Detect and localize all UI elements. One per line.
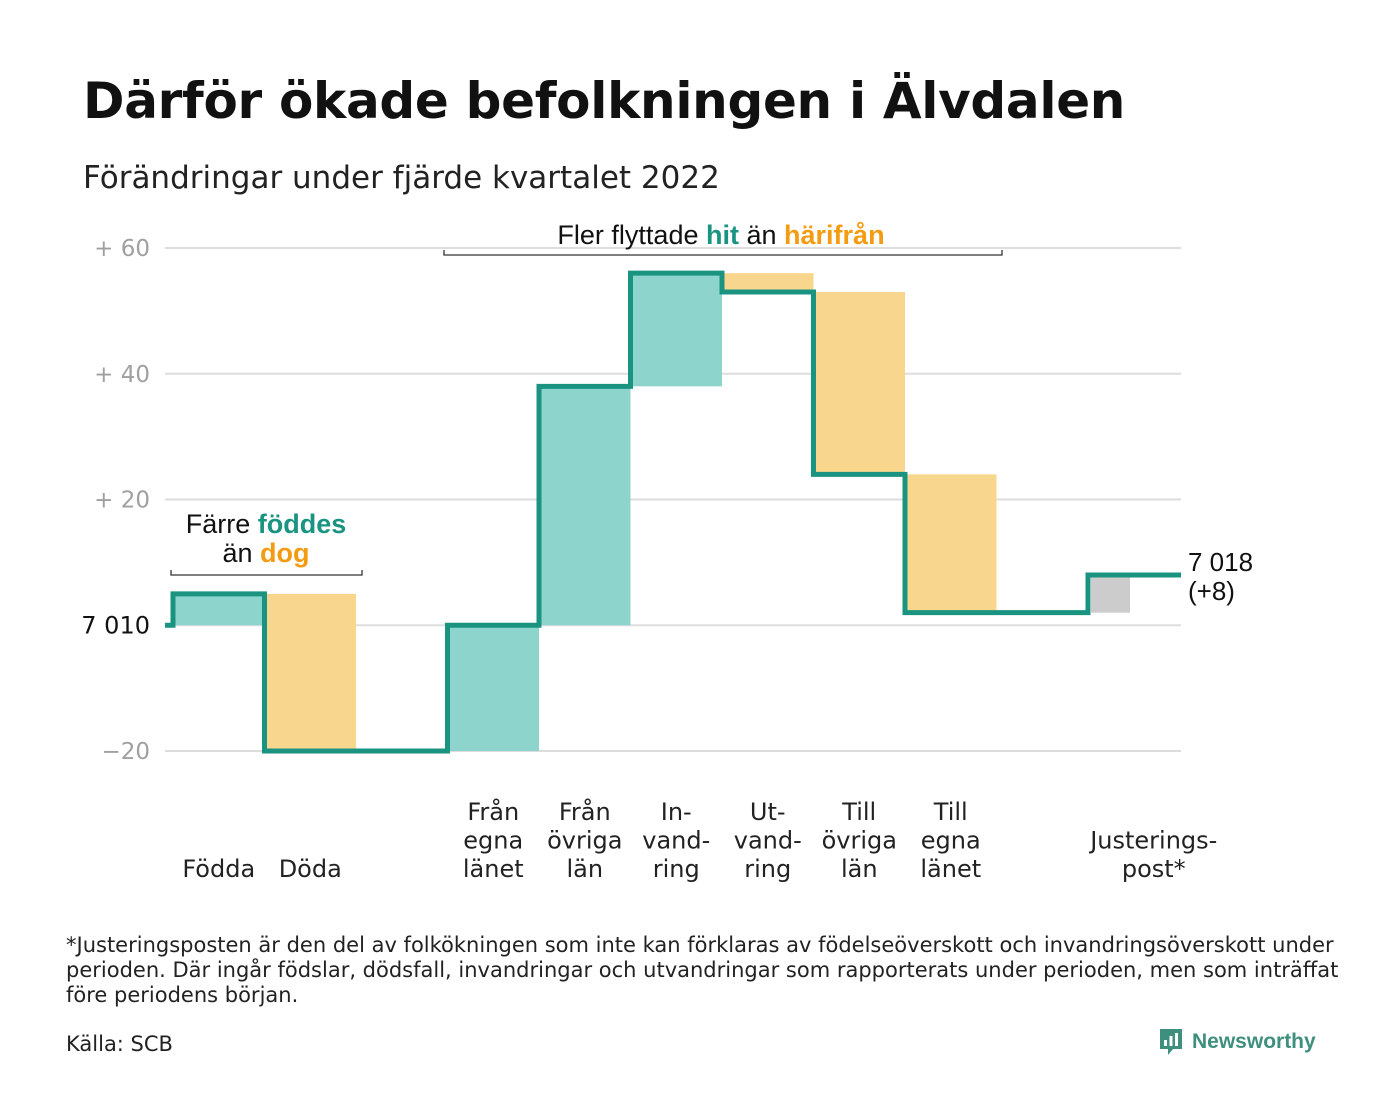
bar-increase	[539, 386, 631, 626]
x-tick-label: Döda	[279, 855, 342, 883]
bar-decrease	[264, 593, 356, 751]
x-tick-label: länet	[463, 855, 524, 883]
annotation-bracket	[170, 570, 363, 576]
bar-decrease	[905, 474, 997, 613]
chart-subtitle: Förändringar under fjärde kvartalet 2022	[83, 160, 720, 196]
annotation-bracket	[443, 250, 1003, 256]
baseline-label: 7 010	[81, 611, 150, 639]
bar-decrease	[813, 292, 905, 475]
y-tick-label: + 40	[94, 362, 150, 388]
chart-title: Därför ökade befolkningen i Älvdalen	[83, 72, 1126, 130]
annotation-highlight-orange: härifrån	[784, 220, 885, 250]
bar-increase	[630, 273, 722, 387]
annotation-text: Färre	[186, 509, 258, 539]
x-tick-label: länet	[920, 855, 981, 883]
x-tick-label: egna	[463, 827, 523, 855]
x-tick-label: Till	[841, 798, 876, 826]
x-tick-label: Ut-	[750, 798, 786, 826]
y-tick-label: + 60	[94, 236, 150, 262]
x-tick-label: Till	[933, 798, 968, 826]
annotation-highlight-orange: dog	[260, 538, 309, 568]
x-tick-label: egna	[921, 827, 981, 855]
annotation-highlight-green: föddes	[258, 509, 347, 539]
annotation-births-line2: än dog	[222, 538, 309, 568]
annotation-highlight-green: hit	[706, 220, 739, 250]
end-value-label: 7 018	[1188, 547, 1253, 577]
x-tick-label: vand-	[642, 827, 710, 855]
newsworthy-logo-icon	[1160, 1029, 1182, 1055]
y-tick-label: + 20	[94, 488, 150, 514]
annotation-text: än	[739, 220, 784, 250]
x-tick-label: ring	[744, 855, 791, 883]
bar-increase	[447, 625, 539, 751]
x-tick-label: Justerings-	[1088, 827, 1217, 855]
y-tick-label: −20	[101, 739, 150, 765]
x-tick-label: län	[841, 855, 878, 883]
x-tick-label: Från	[559, 797, 611, 826]
x-tick-label: vand-	[734, 827, 802, 855]
end-change-label: (+8)	[1188, 576, 1235, 606]
x-tick-label: post*	[1122, 855, 1186, 883]
footnote: *Justeringsposten är den del av folkökni…	[66, 933, 1339, 1007]
annotation-text: Fler flyttade	[557, 220, 706, 250]
x-tick-label: ring	[653, 855, 700, 883]
series-line	[165, 270, 1181, 754]
x-tick-label: län	[566, 855, 603, 883]
annotation-text: än	[222, 538, 260, 568]
bar-adjustment	[1091, 574, 1130, 613]
annotation-migration: Fler flyttade hit än härifrån	[557, 220, 884, 250]
x-tick-label: In-	[661, 798, 692, 826]
source-note: Källa: SCB	[66, 1032, 173, 1056]
x-tick-label: övriga	[547, 827, 622, 855]
x-tick-label: övriga	[822, 827, 897, 855]
bar-decrease	[722, 273, 814, 293]
annotation-births-line1: Färre föddes	[186, 509, 347, 539]
brand-logo: Newsworthy	[1158, 1027, 1316, 1057]
x-tick-label: Födda	[182, 855, 255, 883]
x-tick-label: Från	[467, 797, 519, 826]
bar-increase	[173, 593, 265, 626]
brand-name: Newsworthy	[1192, 1030, 1316, 1053]
